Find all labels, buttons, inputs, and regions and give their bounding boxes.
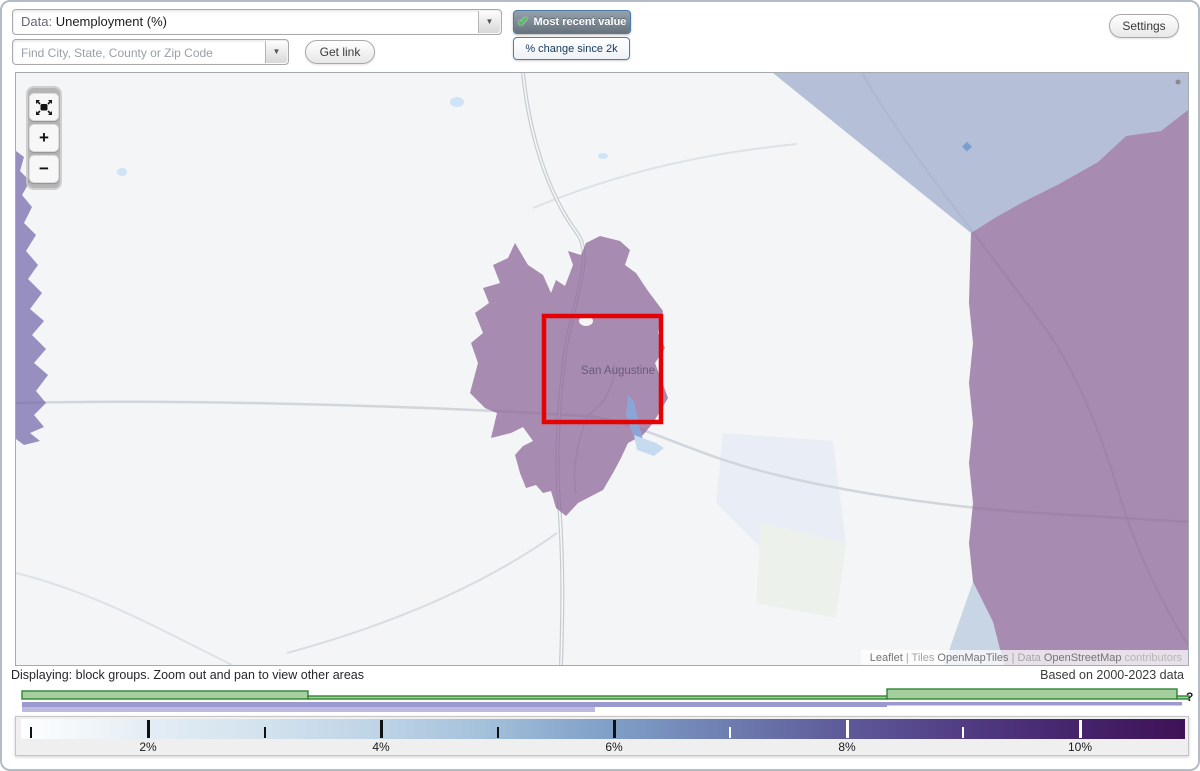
region-left-strip	[16, 151, 48, 445]
landuse-patch	[756, 523, 846, 618]
purple-range-segment	[595, 702, 887, 707]
data-select[interactable]: Data: Unemployment (%) ▼	[12, 9, 502, 35]
green-range-segment	[21, 690, 309, 700]
chevron-down-icon[interactable]: ▼	[265, 41, 287, 63]
attribution-bar	[861, 650, 1188, 665]
zoom-in-button[interactable]: +	[29, 124, 59, 152]
color-scale-legend: 2% 4% 6% 8% 10%	[15, 716, 1189, 756]
check-icon: ✔	[517, 14, 529, 29]
legend-tick-label: 10%	[1067, 740, 1093, 754]
help-icon[interactable]: ?	[1186, 690, 1194, 704]
poi-dot	[1175, 79, 1181, 85]
legend-tick-label: 8%	[838, 740, 856, 754]
data-vintage-note: Based on 2000-2023 data	[1040, 668, 1184, 682]
poi-marker	[962, 141, 972, 152]
purple-range-segment	[887, 702, 1182, 706]
map-canvas[interactable]: San Augustine Leaflet | Tiles OpenMapTil…	[15, 72, 1189, 666]
legend-tick	[729, 727, 731, 738]
legend-tick	[1079, 720, 1082, 738]
road	[532, 143, 798, 209]
lake-light	[634, 435, 664, 456]
legend-tick	[30, 727, 32, 738]
attribution-leaflet-link[interactable]: Leaflet	[870, 652, 903, 664]
purple-range-segment-light	[22, 707, 595, 712]
search-input[interactable]	[13, 40, 269, 66]
legend-tick	[380, 720, 383, 738]
data-select-label: Data:	[21, 14, 53, 29]
settings-button[interactable]: Settings	[1109, 14, 1179, 38]
legend-tick	[846, 720, 849, 738]
chevron-down-icon[interactable]: ▼	[478, 11, 500, 33]
legend-tick-label: 2%	[139, 740, 157, 754]
fullscreen-icon	[36, 99, 52, 115]
legend-tick	[613, 720, 616, 738]
zoom-out-button[interactable]: −	[29, 155, 59, 183]
region-hole	[579, 316, 593, 326]
region-blue-lavender	[773, 73, 1188, 233]
map-zoom-control: + −	[26, 86, 62, 190]
attribution: Leaflet | Tiles OpenMapTiles | Data Open…	[870, 652, 1183, 664]
legend-tick	[497, 727, 499, 738]
legend-tick-label: 6%	[605, 740, 623, 754]
road	[286, 532, 558, 654]
map-svg: San Augustine Leaflet | Tiles OpenMapTil…	[16, 73, 1188, 665]
landuse-patch	[716, 433, 846, 563]
green-range-segment	[886, 688, 1178, 700]
legend-tick	[147, 720, 150, 738]
road	[16, 572, 233, 665]
legend-gradient-bar	[21, 719, 1185, 739]
data-select-value: Unemployment (%)	[55, 14, 167, 29]
search-combobox[interactable]: ▼	[12, 39, 289, 66]
water-pond	[598, 153, 608, 159]
green-range-segment	[1176, 695, 1190, 700]
selection-rectangle	[541, 313, 664, 425]
water-pond	[117, 168, 127, 176]
attribution-osm-link[interactable]: OpenStreetMap	[1044, 652, 1122, 664]
most-recent-value-button[interactable]: ✔ Most recent value	[513, 10, 631, 34]
region-east-mauve	[969, 110, 1188, 665]
water-pond	[450, 97, 464, 107]
value-range-bars	[21, 688, 1190, 712]
attribution-tiles-link[interactable]: OpenMapTiles	[937, 652, 1009, 664]
pct-change-since-2k-button[interactable]: % change since 2k	[513, 37, 630, 60]
legend-tick	[264, 727, 266, 738]
displaying-status: Displaying: block groups. Zoom out and p…	[11, 668, 364, 682]
fullscreen-button[interactable]	[29, 93, 59, 121]
get-link-button[interactable]: Get link	[305, 40, 375, 64]
place-label: San Augustine	[581, 365, 655, 377]
region-san-augustine	[470, 236, 668, 516]
region-light-blue-triangle	[944, 582, 1004, 665]
legend-tick	[962, 727, 964, 738]
green-range-segment	[307, 695, 888, 700]
legend-tick-label: 4%	[372, 740, 390, 754]
